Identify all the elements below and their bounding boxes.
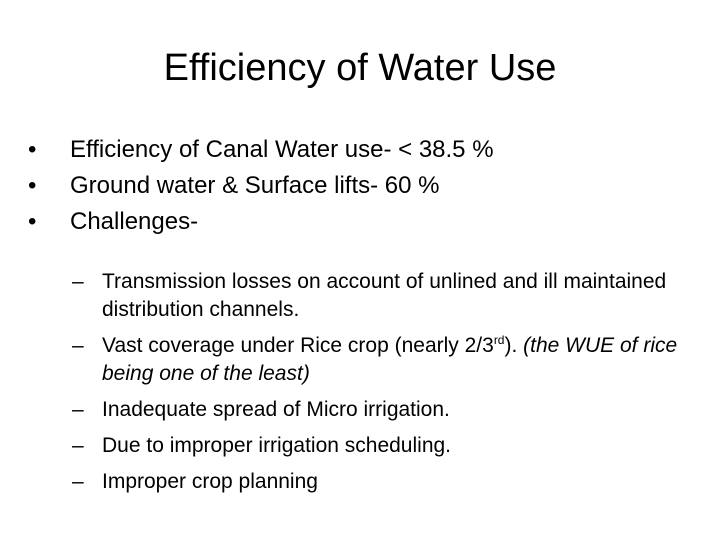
sub-item-rice-coverage: – Vast coverage under Rice crop (nearly …: [72, 332, 682, 388]
bullet-list: • Efficiency of Canal Water use- < 38.5 …: [28, 132, 698, 240]
bullet-text: Ground water & Surface lifts- 60 %: [70, 172, 440, 199]
bullet-marker: •: [28, 136, 37, 163]
bullet-marker: •: [28, 172, 37, 199]
bullet-ground-water: • Ground water & Surface lifts- 60 %: [28, 168, 698, 204]
sub-item-transmission-losses: – Transmission losses on account of unli…: [72, 268, 682, 324]
sub-item-text: Improper crop planning: [102, 470, 318, 493]
bullet-text: Challenges-: [70, 208, 199, 235]
sub-marker: –: [72, 398, 84, 421]
superscript-rd: rd: [493, 333, 505, 347]
sub-item-text: Inadequate spread of Micro irrigation.: [102, 398, 450, 421]
rice-text-after: ).: [504, 334, 518, 357]
bullet-text: Efficiency of Canal Water use- < 38.5 %: [70, 136, 494, 163]
bullet-marker: •: [28, 208, 37, 235]
challenges-sublist: – Transmission losses on account of unli…: [72, 268, 682, 504]
sub-marker: –: [72, 334, 84, 357]
sub-marker: –: [72, 470, 84, 493]
sub-item-text: Due to improper irrigation scheduling.: [102, 434, 452, 457]
slide-title: Efficiency of Water Use: [163, 47, 557, 89]
rice-text-before: Vast coverage under Rice crop (nearly 2/…: [102, 334, 494, 357]
sub-marker: –: [72, 434, 84, 457]
sub-item-text: Vast coverage under Rice crop (nearly 2/…: [102, 332, 682, 388]
sub-item-text: Transmission losses on account of unline…: [102, 270, 667, 321]
sub-item-crop-planning: – Improper crop planning: [72, 468, 682, 496]
bullet-challenges: • Challenges-: [28, 204, 698, 240]
rice-italic-note: (the WUE of rice being one of the least): [102, 334, 678, 385]
sub-marker: –: [72, 270, 84, 293]
sub-item-irrigation-scheduling: – Due to improper irrigation scheduling.: [72, 432, 682, 460]
bullet-canal-efficiency: • Efficiency of Canal Water use- < 38.5 …: [28, 132, 698, 168]
sub-item-micro-irrigation: – Inadequate spread of Micro irrigation.: [72, 396, 682, 424]
